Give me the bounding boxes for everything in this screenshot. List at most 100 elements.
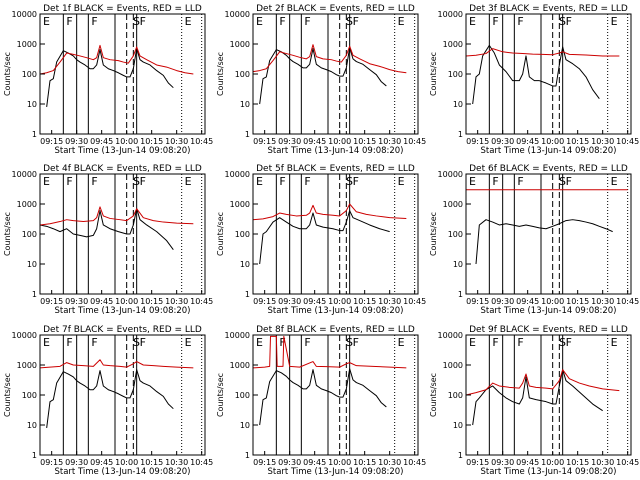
x-tick-label: 09:45: [303, 137, 326, 146]
series-line-events: [39, 208, 174, 250]
y-tick-label: 1: [32, 290, 37, 299]
x-tick-label: 09:30: [278, 458, 301, 467]
annotation-label: E: [43, 15, 50, 28]
series-line-events: [472, 369, 603, 426]
annotation-label: E: [43, 175, 50, 188]
x-tick-label: 10:45: [190, 137, 213, 146]
annotation-label: F: [279, 175, 285, 188]
panel-title: Det 7f BLACK = Events, RED = LLD: [43, 325, 202, 335]
x-tick-label: 10:45: [403, 297, 426, 306]
x-tick-label: 09:45: [90, 137, 113, 146]
x-tick-label: 10:15: [353, 297, 376, 306]
annotation-label: F: [517, 175, 523, 188]
y-tick-label: 1: [458, 290, 463, 299]
x-tick-label: 09:15: [40, 137, 63, 146]
annotation-label: E: [256, 336, 263, 349]
x-tick-label: 09:15: [466, 137, 489, 146]
annotation-label: S: [133, 336, 140, 349]
x-tick-label: 10:00: [541, 458, 564, 467]
x-tick-label: 09:30: [65, 137, 88, 146]
y-tick-label: 100: [235, 230, 250, 239]
annotation-label: E: [256, 15, 263, 28]
y-axis-label: Counts/sec: [3, 212, 12, 256]
annotation-label: F: [91, 336, 97, 349]
x-tick-label: 10:15: [140, 137, 163, 146]
x-tick-label: 10:15: [140, 297, 163, 306]
annotation-label: S: [133, 175, 140, 188]
annotation-label: S: [346, 15, 353, 28]
x-tick-label: 09:30: [491, 458, 514, 467]
panel-title: Det 8f BLACK = Events, RED = LLD: [256, 325, 415, 335]
annotation-label: E: [611, 336, 618, 349]
annotation-label: S: [346, 336, 353, 349]
annotation-label: F: [91, 175, 97, 188]
series-line-lld: [252, 335, 407, 369]
x-tick-label: 10:00: [541, 297, 564, 306]
x-tick-label: 09:30: [65, 458, 88, 467]
panel-title: Det 3f BLACK = Events, RED = LLD: [469, 4, 628, 14]
y-tick-label: 10: [453, 100, 463, 109]
annotation-label: E: [398, 175, 405, 188]
annotation-label: E: [611, 175, 618, 188]
y-tick-label: 100: [22, 230, 37, 239]
panel-title: Det 5f BLACK = Events, RED = LLD: [256, 164, 415, 174]
x-axis-label: Start Time (13-Jun-14 09:08:20): [268, 467, 404, 477]
annotation-label: F: [140, 15, 146, 28]
x-axis-label: Start Time (13-Jun-14 09:08:20): [55, 467, 191, 477]
y-tick-label: 10: [240, 421, 250, 430]
y-tick-label: 1000: [443, 361, 463, 370]
x-tick-label: 09:15: [466, 458, 489, 467]
plot-frame: [39, 173, 206, 295]
y-tick-label: 100: [235, 70, 250, 79]
x-tick-label: 09:45: [516, 297, 539, 306]
y-tick-label: 1: [245, 290, 250, 299]
x-tick-label: 09:15: [466, 297, 489, 306]
plot-frame: [252, 173, 419, 295]
y-tick-label: 1000: [230, 361, 250, 370]
y-axis-label: Counts/sec: [216, 212, 225, 256]
annotation-label: E: [185, 175, 192, 188]
x-tick-label: 10:00: [328, 297, 351, 306]
x-tick-label: 10:00: [115, 137, 138, 146]
annotation-label: F: [279, 336, 285, 349]
annotation-label: S: [346, 175, 353, 188]
x-tick-label: 10:45: [616, 137, 639, 146]
x-tick-label: 10:45: [403, 137, 426, 146]
x-tick-label: 10:45: [616, 458, 639, 467]
y-tick-label: 100: [22, 70, 37, 79]
y-tick-label: 100: [448, 391, 463, 400]
y-tick-label: 1000: [443, 200, 463, 209]
x-tick-label: 09:15: [40, 458, 63, 467]
annotation-label: F: [279, 15, 285, 28]
x-tick-label: 09:45: [303, 297, 326, 306]
x-tick-label: 10:15: [566, 137, 589, 146]
annotation-label: E: [469, 175, 476, 188]
x-tick-label: 10:30: [165, 137, 188, 146]
x-tick-label: 10:45: [190, 458, 213, 467]
x-tick-label: 09:30: [278, 137, 301, 146]
x-tick-label: 10:15: [566, 297, 589, 306]
x-axis-label: Start Time (13-Jun-14 09:08:20): [55, 306, 191, 316]
panel-title: Det 6f BLACK = Events, RED = LLD: [469, 164, 628, 174]
x-tick-label: 09:15: [253, 458, 276, 467]
y-tick-label: 10000: [12, 10, 37, 19]
x-tick-label: 09:30: [491, 137, 514, 146]
y-tick-label: 1000: [230, 40, 250, 49]
y-tick-label: 1000: [230, 200, 250, 209]
x-tick-label: 10:30: [378, 458, 401, 467]
y-tick-label: 1: [32, 451, 37, 460]
x-tick-label: 09:15: [40, 297, 63, 306]
x-tick-label: 10:00: [115, 297, 138, 306]
y-tick-label: 10000: [12, 331, 37, 340]
annotation-label: E: [256, 175, 263, 188]
annotation-label: E: [611, 15, 618, 28]
x-axis-label: Start Time (13-Jun-14 09:08:20): [55, 146, 191, 156]
y-tick-label: 10: [453, 421, 463, 430]
x-tick-label: 10:15: [353, 137, 376, 146]
x-tick-label: 09:15: [253, 137, 276, 146]
